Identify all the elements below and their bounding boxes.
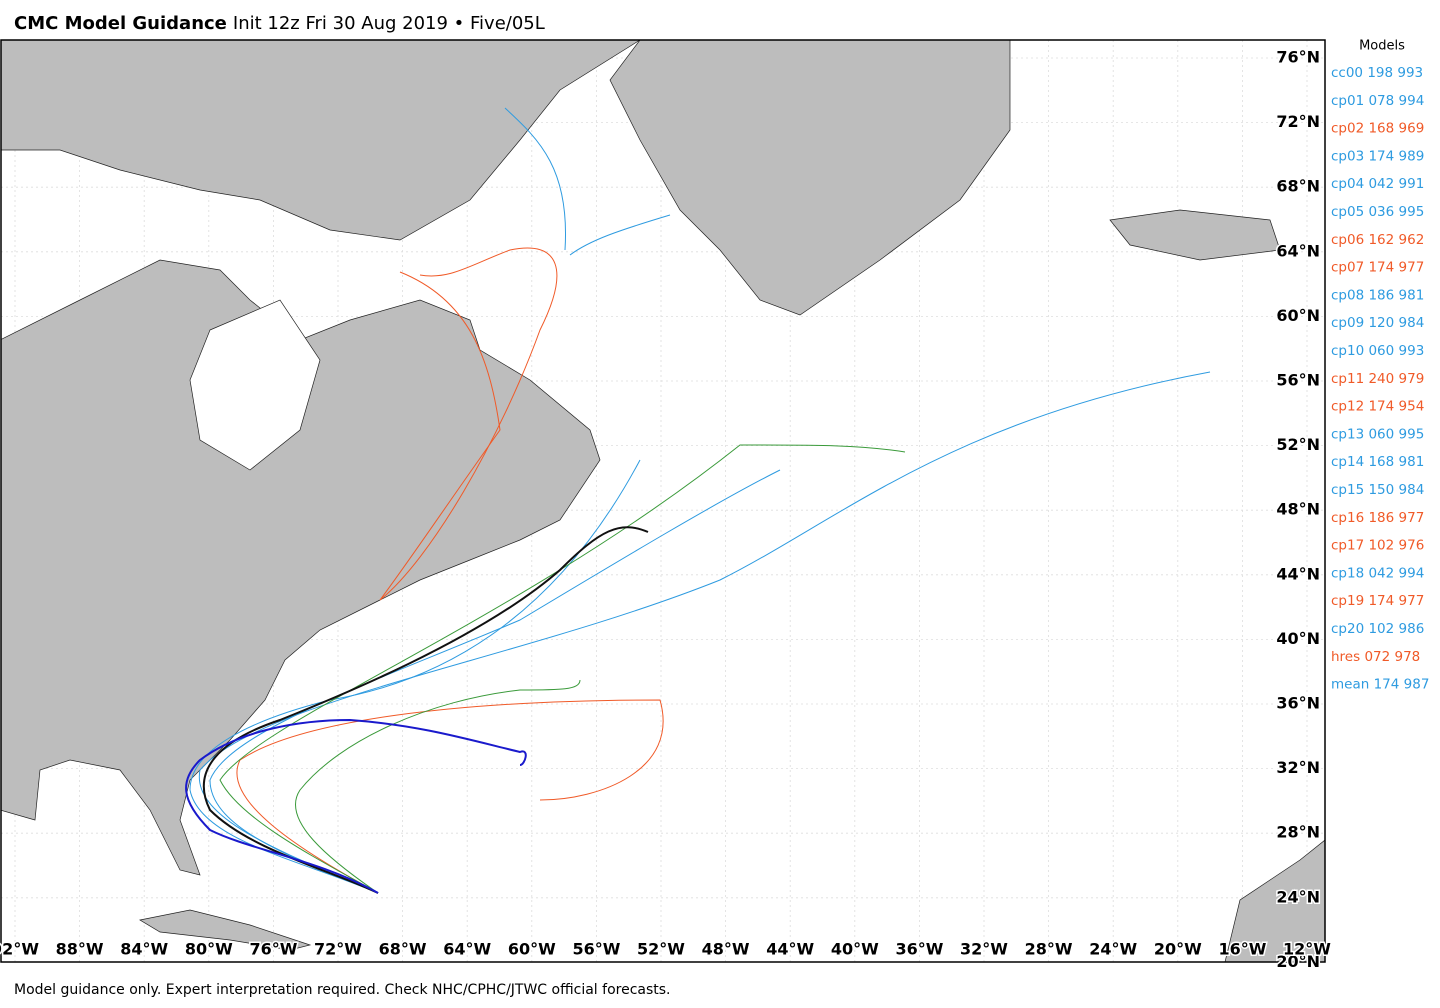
legend-item: cp16 186 977 — [1331, 510, 1424, 526]
lon-label: 72°W — [314, 940, 362, 959]
lon-label: 84°W — [120, 940, 168, 959]
tracks — [185, 107, 1211, 894]
lon-label: 40°W — [831, 940, 879, 959]
legend-item: cp13 060 995 — [1331, 426, 1424, 442]
lon-label: 28°W — [1025, 940, 1073, 959]
legend-item: cp02 168 969 — [1331, 121, 1424, 137]
legend-item: hres 072 978 — [1331, 649, 1420, 665]
legend-item: cp05 036 995 — [1331, 204, 1424, 220]
lat-label: 52°N — [1276, 435, 1320, 454]
lon-label: 52°W — [637, 940, 685, 959]
lat-label: 72°N — [1276, 112, 1320, 131]
lon-label: 48°W — [702, 940, 750, 959]
legend-item: cp04 042 991 — [1331, 176, 1424, 192]
land — [1, 40, 1325, 962]
lon-label: 76°W — [249, 940, 297, 959]
legend-item: cp10 060 993 — [1331, 343, 1424, 359]
lat-label: 56°N — [1276, 371, 1320, 390]
legend-item: cp18 042 994 — [1331, 565, 1424, 581]
title-main: CMC Model Guidance — [14, 13, 227, 34]
title: CMC Model Guidance Init 12z Fri 30 Aug 20… — [14, 13, 545, 34]
lon-label: 32°W — [960, 940, 1008, 959]
lon-label: 68°W — [379, 940, 427, 959]
map-area — [1, 40, 1325, 962]
lon-label: 20°W — [1154, 940, 1202, 959]
lon-label: 88°W — [56, 940, 104, 959]
legend-item: cp06 162 962 — [1331, 232, 1424, 248]
lat-label: 40°N — [1276, 629, 1320, 648]
lat-label: 32°N — [1276, 758, 1320, 777]
map-frame — [0, 39, 1326, 963]
subtitle: Init 12z Fri 30 Aug 2019 • Five/05L — [233, 13, 545, 34]
lon-label: 92°W — [0, 940, 39, 959]
lat-label: 64°N — [1276, 241, 1320, 260]
legend-item: cp14 168 981 — [1331, 454, 1424, 470]
legend-item: cp09 120 984 — [1331, 315, 1424, 331]
lon-label: 56°W — [572, 940, 620, 959]
legend-item: cp08 186 981 — [1331, 287, 1424, 303]
lat-label: 20°N — [1276, 952, 1320, 971]
legend-item: cp15 150 984 — [1331, 482, 1424, 498]
lon-label: 60°W — [508, 940, 556, 959]
lat-label: 48°N — [1276, 500, 1320, 519]
legend-item: cp17 102 976 — [1331, 538, 1424, 554]
lon-label: 16°W — [1218, 940, 1266, 959]
legend-item: cp11 240 979 — [1331, 371, 1424, 387]
legend-title: Models — [1359, 39, 1405, 54]
lat-label: 24°N — [1276, 887, 1320, 906]
legend-item: cp19 174 977 — [1331, 593, 1424, 609]
lat-label: 60°N — [1276, 306, 1320, 325]
lon-label: 64°W — [443, 940, 491, 959]
legend-item: cp03 174 989 — [1331, 148, 1424, 164]
lon-label: 44°W — [766, 940, 814, 959]
lat-label: 68°N — [1276, 177, 1320, 196]
legend-item: cc00 198 993 — [1331, 65, 1423, 81]
legend-item: cp12 174 954 — [1331, 399, 1424, 415]
lat-label: 44°N — [1276, 564, 1320, 583]
legend-item: cp20 102 986 — [1331, 621, 1424, 637]
legend-item: mean 174 987 — [1331, 677, 1429, 693]
legend-item: cp01 078 994 — [1331, 93, 1424, 109]
lat-label: 28°N — [1276, 823, 1320, 842]
lon-label: 24°W — [1089, 940, 1137, 959]
lon-label: 12°W — [1283, 940, 1331, 959]
footer: Model guidance only. Expert interpretati… — [14, 982, 671, 998]
lon-label: 36°W — [895, 940, 943, 959]
lat-label: 76°N — [1276, 48, 1320, 67]
legend-item: cp07 174 977 — [1331, 260, 1424, 276]
lon-label: 80°W — [185, 940, 233, 959]
lat-label: 36°N — [1276, 694, 1320, 713]
